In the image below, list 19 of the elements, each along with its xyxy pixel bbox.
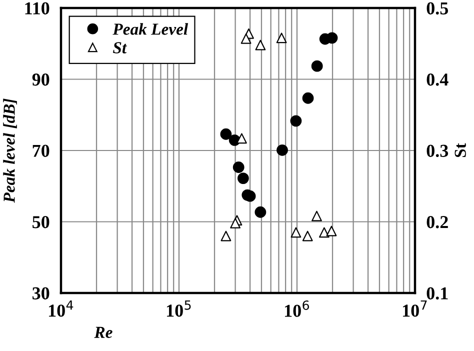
y-tick-label: 50 <box>32 216 50 228</box>
y-axis-title: Peak level [dB] <box>3 98 17 203</box>
legend-label: Peak Level <box>112 23 188 35</box>
y2-axis-title: St <box>454 143 466 158</box>
y2-tick-label: 0.2 <box>426 216 448 228</box>
x-tick-label: 10$^{7}$ <box>402 300 427 317</box>
y-tick-label: 90 <box>32 74 50 86</box>
y2-tick-label: 0.3 <box>426 144 448 158</box>
x-axis-title: Re <box>94 326 112 338</box>
legend-label: St <box>112 42 127 54</box>
y2-tick-label: 0.4 <box>426 74 448 86</box>
x-tick-label: 10$^{6}$ <box>284 300 310 317</box>
y-tick-label: 110 <box>25 2 50 14</box>
y-tick-label: 70 <box>32 144 50 157</box>
y2-tick-label: 0.5 <box>426 2 448 15</box>
y2-tick-label: 0.1 <box>426 287 448 300</box>
y-tick-label: 30 <box>32 287 50 300</box>
x-tick-label: 10$^{4}$ <box>48 300 74 317</box>
x-tick-label: 10$^{5}$ <box>166 300 191 317</box>
